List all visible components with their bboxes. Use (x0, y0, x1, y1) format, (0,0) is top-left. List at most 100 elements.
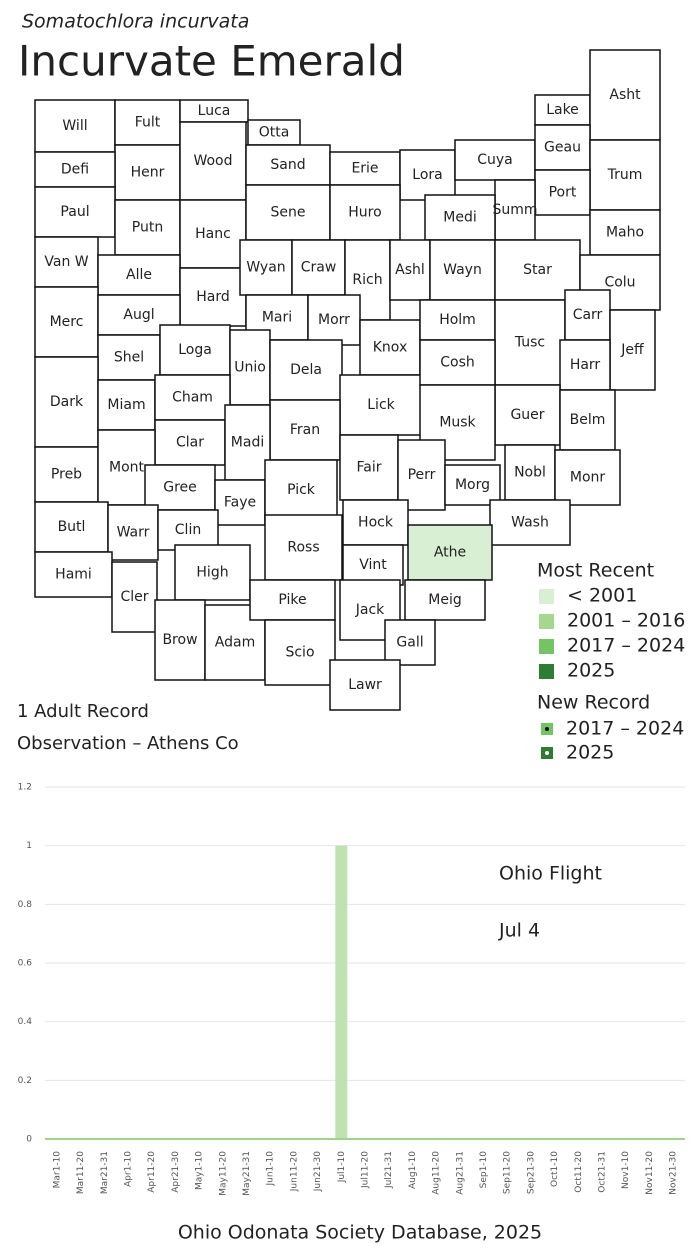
legend-label: 2025 (566, 742, 614, 764)
county (444, 464, 501, 506)
county (534, 94, 591, 126)
county-label: Colu (604, 275, 635, 291)
y-tick-label: 1 (26, 841, 32, 851)
county (97, 254, 181, 296)
county-label: Guer (510, 407, 544, 423)
county-label: Merc (50, 314, 84, 330)
county-label: Wayn (443, 262, 482, 278)
x-tick-label: May1-10 (195, 1151, 205, 1190)
county-label: Tusc (514, 335, 545, 351)
county (429, 239, 496, 301)
county (564, 289, 611, 341)
county-label: Clin (175, 522, 201, 538)
county (97, 379, 156, 431)
county (34, 446, 99, 503)
county (489, 499, 571, 546)
county-label: Madi (231, 435, 264, 451)
county (111, 561, 158, 633)
x-tick-label: May11-20 (218, 1151, 228, 1196)
legend-swatch (539, 639, 554, 654)
county-label: Sand (270, 157, 305, 173)
x-tick-label: Oct21-31 (598, 1151, 608, 1193)
county (107, 504, 159, 561)
x-tick-label: Sep21-30 (526, 1151, 536, 1194)
county-label: Luca (198, 103, 231, 119)
county-label: Wash (511, 515, 549, 531)
county (264, 514, 343, 581)
county-label: Preb (51, 467, 82, 483)
x-tick-label: Jun11-20 (289, 1151, 299, 1192)
footer: Ohio Odonata Society Database, 2025 (178, 1222, 542, 1244)
county-label: Ashl (395, 262, 425, 278)
county (154, 419, 226, 466)
county-label: Port (549, 185, 577, 201)
county-label: Shel (114, 350, 144, 366)
county (609, 309, 656, 391)
county-label: Carr (573, 307, 603, 323)
county (34, 551, 113, 598)
county-label: Trum (607, 167, 643, 183)
county (384, 619, 436, 666)
county-label: Paul (60, 204, 89, 220)
county (229, 329, 271, 406)
bar (335, 845, 348, 1139)
county-label: Summ (492, 202, 537, 218)
county-label: Jeff (620, 342, 644, 358)
county-label: Medi (443, 210, 476, 226)
county-label: Mari (262, 310, 292, 326)
legend-swatch (539, 664, 554, 679)
county (159, 324, 231, 376)
county-label: Vint (359, 557, 387, 573)
county (245, 184, 331, 241)
county (224, 404, 271, 481)
county-label: Fult (135, 115, 161, 131)
county (34, 186, 116, 238)
county-label: Sene (271, 205, 306, 221)
county-label: Nobl (514, 465, 546, 481)
county-label: Ross (287, 540, 319, 556)
county-label: Will (62, 118, 87, 134)
caption: 1 Adult Record (17, 701, 149, 722)
county-label: Geau (544, 140, 581, 156)
county (329, 659, 401, 711)
x-tick-label: May21-31 (242, 1151, 252, 1196)
county-label: Augl (123, 307, 154, 323)
county (249, 579, 336, 621)
county (494, 384, 561, 446)
county (329, 184, 401, 241)
county (114, 99, 181, 146)
county-label: Adam (215, 635, 255, 651)
y-tick-label: 1.2 (18, 783, 32, 793)
county-label: Hanc (195, 226, 231, 242)
annotation: Jul 4 (498, 920, 540, 942)
county (269, 339, 343, 401)
county-label: Holm (439, 312, 476, 328)
y-tick-label: 0.6 (18, 959, 33, 969)
county (534, 124, 591, 171)
county (359, 319, 421, 376)
county (179, 267, 247, 327)
county-label: Cosh (440, 355, 475, 371)
county-label: Unio (234, 360, 266, 376)
county (339, 374, 423, 436)
x-tick-label: Jul11-20 (361, 1151, 371, 1189)
legend-label: 2017 – 2024 (566, 718, 684, 740)
y-tick-label: 0.2 (18, 1076, 32, 1086)
county (179, 199, 247, 269)
county (97, 334, 161, 381)
county (264, 619, 336, 686)
county (424, 194, 496, 241)
county (157, 509, 219, 551)
y-tick-label: 0 (26, 1135, 32, 1145)
county-label: Dela (290, 362, 322, 378)
legend-dot (545, 751, 549, 755)
annotation: Ohio Flight (499, 863, 602, 885)
county-label: Monr (570, 470, 606, 486)
county-label: Cuya (477, 152, 513, 168)
county-label: High (196, 565, 228, 581)
county-label: Craw (301, 260, 337, 276)
x-tick-label: Jul21-31 (384, 1151, 394, 1189)
county-label: Lawr (348, 677, 382, 693)
county-label: Erie (351, 161, 378, 177)
